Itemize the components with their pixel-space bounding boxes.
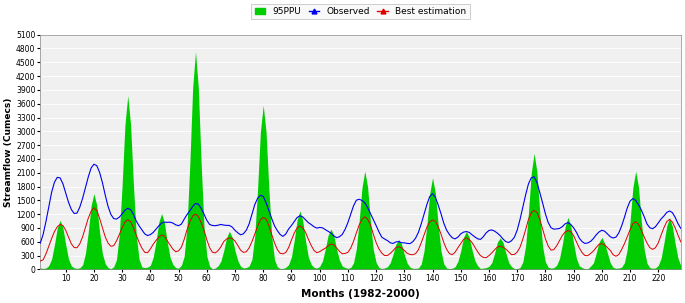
Legend: 95PPU, Observed, Best estimation: 95PPU, Observed, Best estimation xyxy=(251,4,470,19)
X-axis label: Months (1982-2000): Months (1982-2000) xyxy=(301,289,420,299)
Y-axis label: Streamflow (Cumecs): Streamflow (Cumecs) xyxy=(4,97,13,207)
